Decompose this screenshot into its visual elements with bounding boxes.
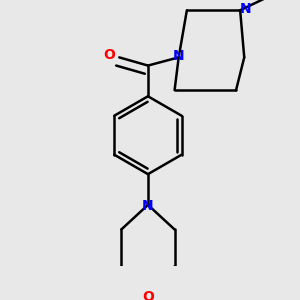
Text: N: N [142,199,154,213]
Text: O: O [142,290,154,300]
Text: N: N [173,49,184,63]
Text: O: O [103,48,115,62]
Text: N: N [239,2,251,16]
